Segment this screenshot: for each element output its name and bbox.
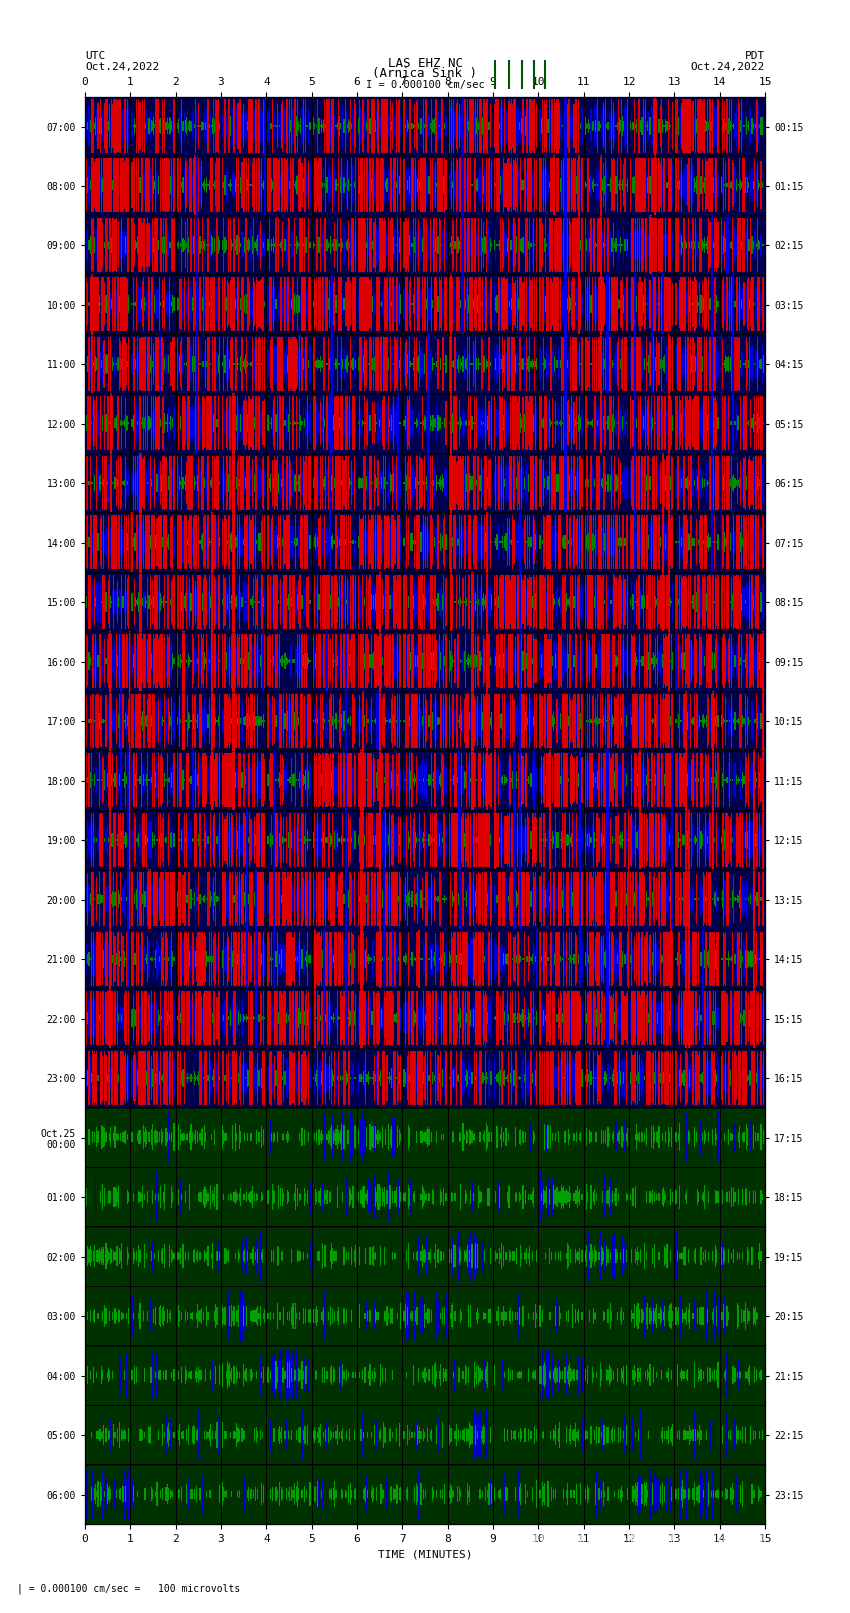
- Text: Oct.24,2022: Oct.24,2022: [85, 61, 159, 71]
- Text: UTC: UTC: [85, 52, 105, 61]
- Text: Oct.24,2022: Oct.24,2022: [691, 61, 765, 71]
- Text: PDT: PDT: [745, 52, 765, 61]
- Text: I = 0.000100 cm/sec: I = 0.000100 cm/sec: [366, 79, 484, 90]
- Text: (Arnica Sink ): (Arnica Sink ): [372, 66, 478, 79]
- Text: LAS EHZ NC: LAS EHZ NC: [388, 56, 462, 71]
- Text: | = 0.000100 cm/sec =   100 microvolts: | = 0.000100 cm/sec = 100 microvolts: [17, 1582, 241, 1594]
- X-axis label: TIME (MINUTES): TIME (MINUTES): [377, 1550, 473, 1560]
